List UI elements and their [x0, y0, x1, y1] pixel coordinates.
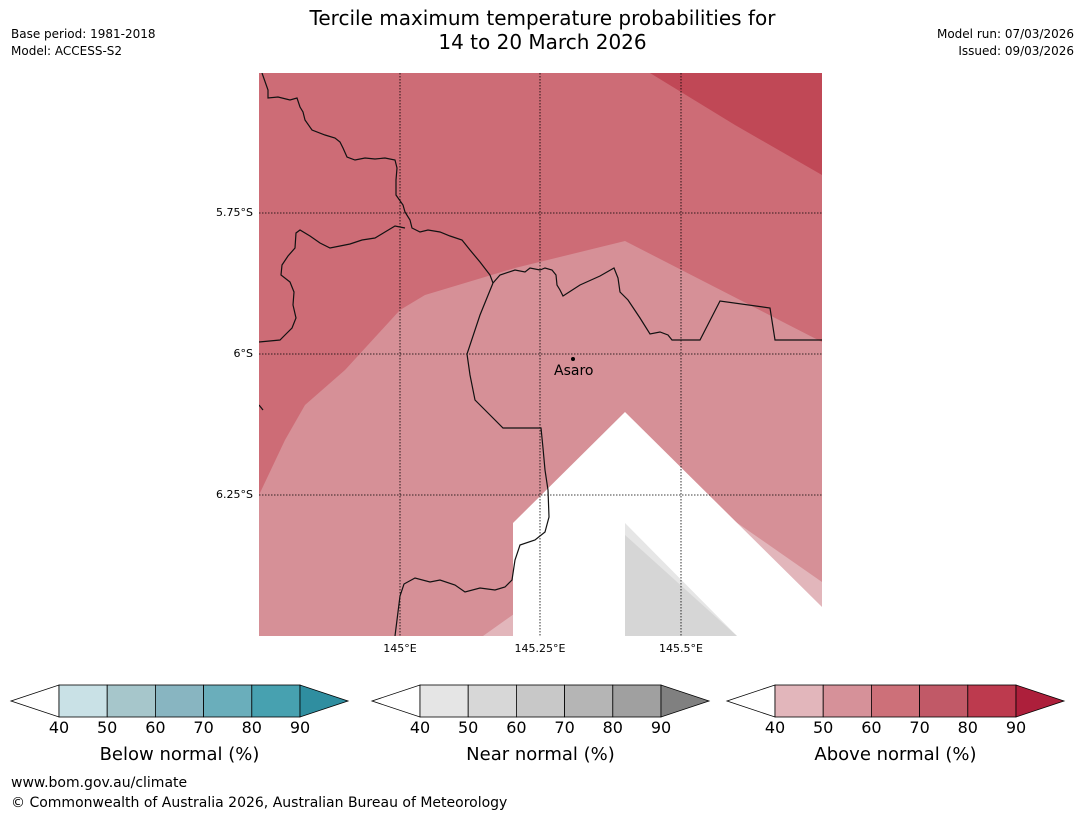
below-normal-colorbar-segment — [58, 684, 108, 718]
map-title-line1: Tercile maximum temperature probabilitie… — [309, 6, 776, 30]
above-normal-colorbar-segment — [919, 684, 969, 718]
above-normal-colorbar-over-arrow — [1015, 684, 1066, 718]
model-name-text: Model: ACCESS-S2 — [11, 44, 123, 58]
near-normal-colorbar-segment — [612, 684, 662, 718]
near-normal-colorbar-under-arrow — [370, 684, 421, 718]
above-normal-80-zone — [650, 73, 822, 175]
above-normal-colorbar-segment — [871, 684, 921, 718]
no-dominant-category-zone — [513, 412, 822, 636]
run-info: Model run: 07/03/2026 Issued: 09/03/2026 — [937, 26, 1074, 60]
below-normal-colorbar-under-arrow — [9, 684, 60, 718]
near-normal-tick-label: 90 — [650, 718, 672, 737]
lat-label-6-25s: 6.25°S — [216, 488, 253, 501]
below-normal-colorbar-label: Below normal (%) — [99, 744, 260, 765]
above-normal-colorbar-segment — [774, 684, 824, 718]
above-normal-tick-label: 80 — [957, 718, 978, 737]
above-normal-tick-label: 60 — [861, 718, 882, 737]
lon-label-145-5e: 145.5°E — [659, 642, 703, 655]
town-marker — [571, 357, 575, 361]
near-normal-tick-label: 50 — [458, 718, 479, 737]
map-title-line2: 14 to 20 March 2026 — [438, 30, 647, 54]
near-normal-tick-label: 40 — [409, 718, 431, 737]
below-normal-tick-label: 90 — [289, 718, 311, 737]
below-normal-tick-label: 80 — [241, 718, 262, 737]
near-normal-colorbar-segment — [564, 684, 614, 718]
near-normal-colorbar-segment — [467, 684, 517, 718]
above-normal-colorbar-under-arrow — [725, 684, 776, 718]
above-normal-colorbar-segment — [967, 684, 1017, 718]
map-title: Tercile maximum temperature probabilitie… — [0, 6, 1085, 54]
above-normal-tick-label: 40 — [764, 718, 786, 737]
lon-label-145-25e: 145.25°E — [514, 642, 566, 655]
below-normal-colorbar-segment — [203, 684, 253, 718]
above-normal-colorbar-label: Above normal (%) — [814, 744, 977, 765]
below-normal-colorbar-segment — [106, 684, 156, 718]
near-normal-colorbar-segment — [516, 684, 566, 718]
below-normal-tick-label: 60 — [145, 718, 166, 737]
near-normal-colorbar-segment — [419, 684, 469, 718]
near-normal-50-zone — [625, 535, 737, 636]
above-normal-tick-label: 90 — [1005, 718, 1027, 737]
town-label-asaro: Asaro — [554, 363, 594, 379]
below-normal-tick-label: 70 — [193, 718, 214, 737]
base-period-text: Base period: 1981-2018 — [11, 27, 156, 41]
probability-map — [259, 73, 822, 636]
near-normal-tick-label: 80 — [602, 718, 623, 737]
near-normal-colorbar-over-arrow — [660, 684, 711, 718]
province-boundaries — [259, 73, 822, 636]
below-normal-colorbar-segment — [251, 684, 301, 718]
near-normal-tick-label: 70 — [554, 718, 575, 737]
below-normal-colorbar-over-arrow — [299, 684, 350, 718]
below-normal-tick-label: 40 — [48, 718, 70, 737]
lon-label-145e: 145°E — [383, 642, 417, 655]
lat-label-6s: 6°S — [233, 347, 253, 360]
above-normal-colorbar-segment — [822, 684, 872, 718]
issued-text: Issued: 09/03/2026 — [958, 44, 1074, 58]
above-normal-tick-label: 70 — [909, 718, 930, 737]
above-normal-tick-label: 50 — [813, 718, 834, 737]
below-normal-tick-label: 50 — [97, 718, 118, 737]
website-text: www.bom.gov.au/climate — [11, 775, 188, 791]
below-normal-colorbar-segment — [154, 684, 204, 718]
gridlines — [259, 73, 822, 636]
copyright-text: © Commonwealth of Australia 2026, Austra… — [11, 795, 508, 811]
lat-label-5-75s: 5.75°S — [216, 206, 253, 219]
model-info: Base period: 1981-2018 Model: ACCESS-S2 — [11, 26, 156, 60]
model-run-text: Model run: 07/03/2026 — [936, 27, 1074, 41]
near-normal-tick-label: 60 — [506, 718, 527, 737]
near-normal-colorbar-label: Near normal (%) — [466, 744, 615, 765]
